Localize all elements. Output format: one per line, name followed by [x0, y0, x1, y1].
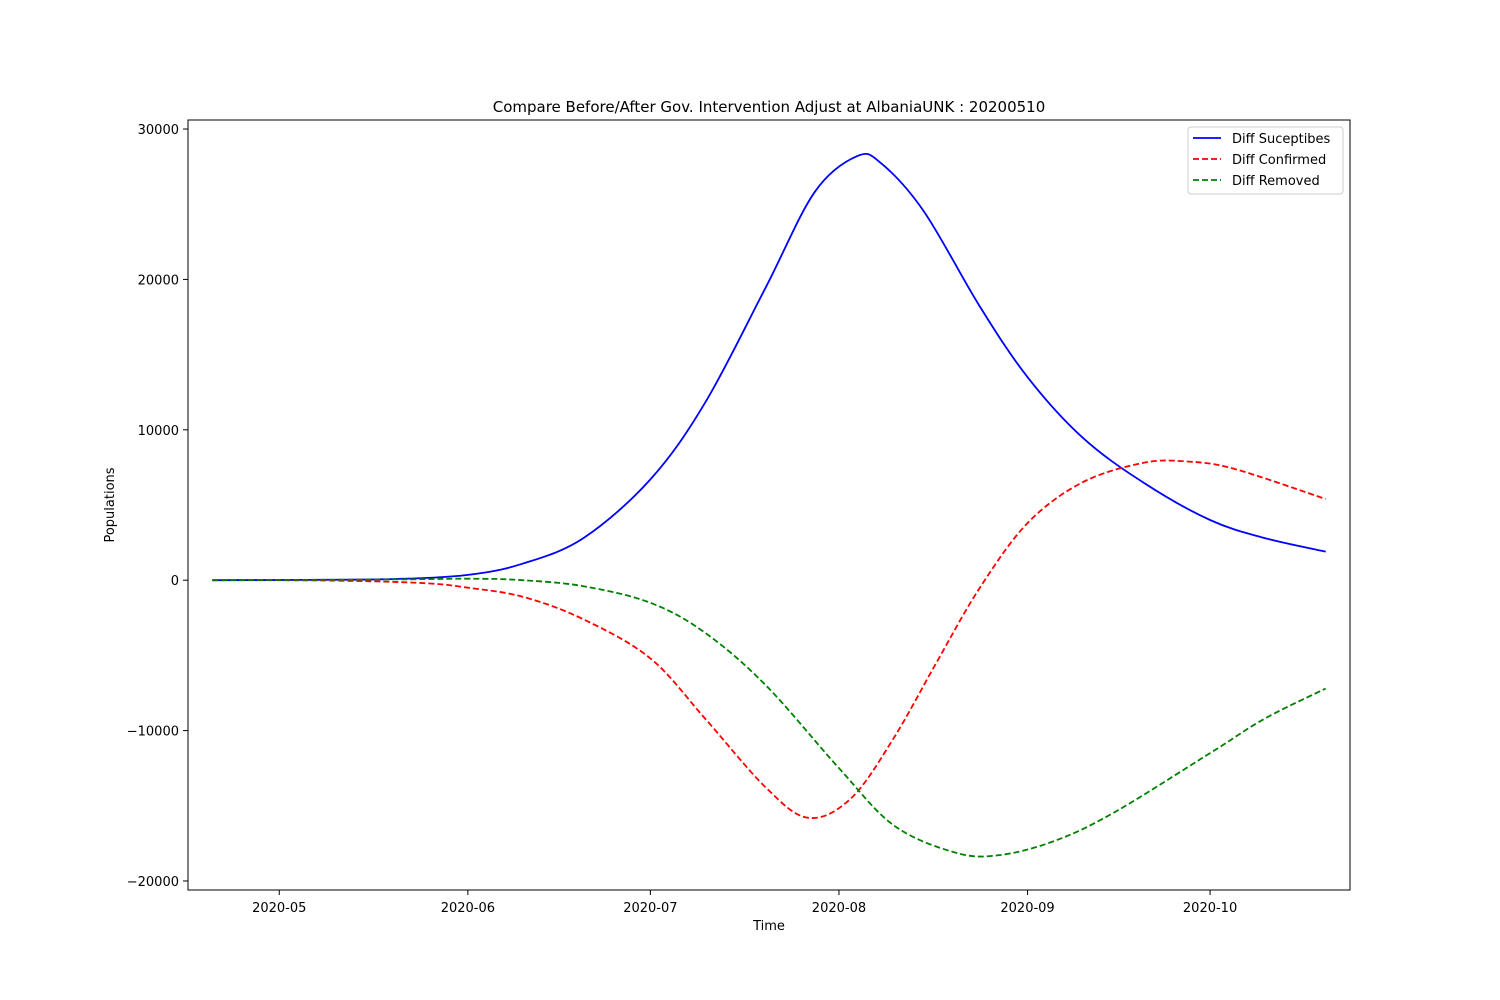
x-tick-label: 2020-07	[623, 901, 677, 916]
x-axis-label: Time	[752, 919, 785, 934]
legend: Diff Suceptibes Diff Confirmed Diff Remove…	[1187, 126, 1344, 195]
legend-label-diff-confirmed: Diff Confirmed	[1232, 153, 1326, 168]
y-tick-label: 10000	[138, 424, 179, 439]
y-axis-label: Populations	[103, 467, 118, 542]
x-tick-label: 2020-10	[1183, 901, 1237, 916]
y-tick-label: −10000	[127, 725, 179, 740]
series-line-diff-confirmed	[212, 459, 1326, 819]
y-tick-label: 0	[171, 574, 179, 589]
y-tick-label: 20000	[138, 273, 179, 288]
series-line-diff-removed	[212, 577, 1327, 858]
x-tick-label: 2020-06	[441, 901, 495, 916]
axes-frame	[187, 119, 1351, 891]
chart-title: Compare Before/After Gov. Intervention A…	[493, 98, 1046, 116]
y-tick-label: −20000	[127, 875, 179, 890]
plot-area	[188, 120, 1350, 890]
series-line-diff-suceptibes	[212, 153, 1326, 582]
x-tick-label: 2020-05	[252, 901, 306, 916]
legend-label-diff-removed: Diff Removed	[1232, 174, 1320, 189]
legend-frame	[1187, 126, 1344, 195]
y-axis: −20000 −10000 0 10000 20000 30000	[127, 123, 188, 890]
x-tick-label: 2020-08	[812, 901, 866, 916]
series-layer	[212, 153, 1327, 858]
y-tick-label: 30000	[138, 123, 179, 138]
x-axis: 2020-05 2020-06 2020-07 2020-08 2020-09 2020-…	[252, 890, 1237, 916]
x-tick-label: 2020-09	[1000, 901, 1054, 916]
legend-label-diff-suceptibes: Diff Suceptibes	[1232, 132, 1331, 147]
